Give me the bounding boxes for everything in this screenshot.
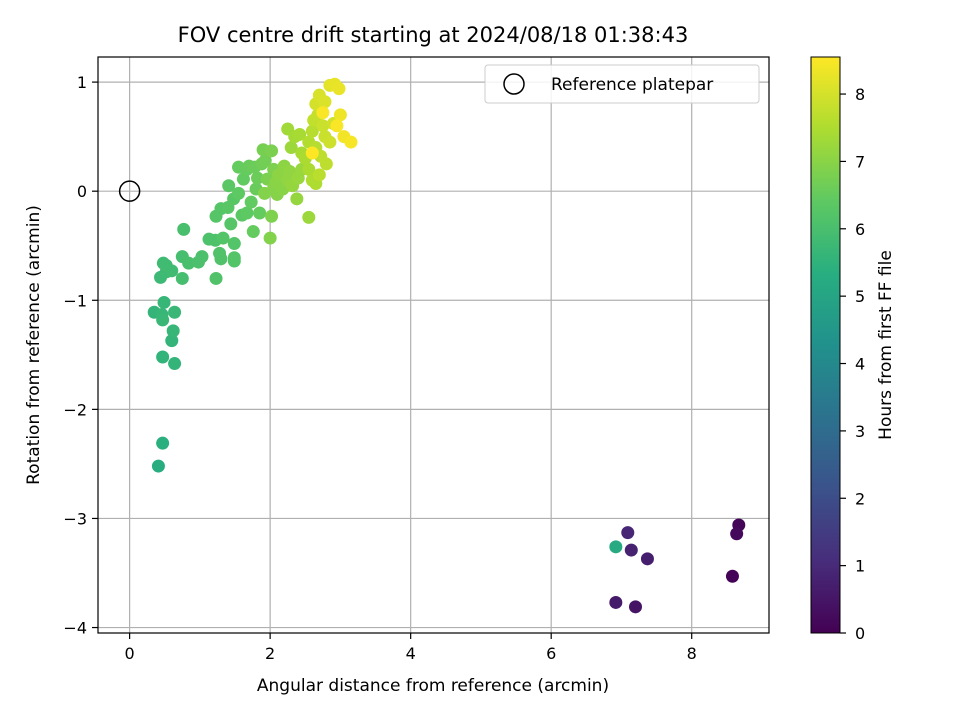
- data-point: [730, 527, 744, 541]
- data-point: [284, 141, 298, 155]
- data-point: [332, 82, 346, 96]
- reference-platepar-marker: [118, 180, 141, 202]
- x-tick-label: 2: [265, 644, 275, 663]
- data-point: [177, 222, 191, 236]
- data-point: [258, 154, 272, 168]
- grid-lines: [98, 57, 769, 633]
- legend-box: [484, 64, 760, 104]
- plot-frame: [97, 56, 770, 634]
- colorbar-tick-label: 1: [855, 557, 865, 576]
- colorbar-tick-label: 4: [855, 355, 865, 374]
- data-point: [246, 225, 260, 239]
- data-point: [175, 271, 189, 285]
- data-point: [316, 106, 330, 120]
- data-point: [333, 108, 347, 122]
- data-point: [232, 186, 246, 200]
- data-point: [156, 436, 170, 450]
- colorbar-tick-label: 6: [855, 220, 865, 239]
- legend: Reference platepar: [484, 64, 760, 104]
- colorbar-tick-label: 5: [855, 287, 865, 306]
- legend-entry-reference-platepar: Reference platepar: [551, 75, 713, 95]
- x-tick-label: 0: [125, 644, 135, 663]
- x-axis-ticks: 0 2 4 6 8: [125, 633, 697, 663]
- colorbar-tick-label: 7: [855, 152, 865, 171]
- y-tick-label: −1: [63, 291, 87, 310]
- y-tick-label: 0: [77, 182, 87, 201]
- data-point: [151, 459, 165, 473]
- data-point: [305, 124, 319, 138]
- data-point: [318, 95, 332, 109]
- y-axis-label: Rotation from reference (arcmin): [24, 205, 44, 485]
- data-point: [227, 237, 241, 251]
- data-point: [265, 144, 279, 158]
- data-point: [216, 231, 230, 245]
- y-tick-label: −2: [63, 400, 87, 419]
- x-axis-label: Angular distance from reference (arcmin): [257, 676, 609, 696]
- colorbar-label: Hours from first FF file: [876, 250, 896, 440]
- data-point: [330, 119, 344, 133]
- data-point: [316, 119, 330, 133]
- data-point: [621, 526, 635, 540]
- data-point: [253, 206, 267, 220]
- data-point: [263, 231, 277, 245]
- data-point: [302, 210, 316, 224]
- data-point: [209, 271, 223, 285]
- data-point: [191, 255, 205, 269]
- data-point: [624, 543, 638, 557]
- data-point: [227, 254, 241, 268]
- data-point: [222, 179, 236, 193]
- data-point: [312, 168, 326, 182]
- x-tick-label: 6: [546, 644, 556, 663]
- colorbar-tick-label: 8: [855, 85, 865, 104]
- data-point: [156, 350, 170, 364]
- data-point: [323, 135, 337, 149]
- data-point: [265, 209, 279, 223]
- data-point: [244, 195, 258, 209]
- data-point: [250, 171, 264, 185]
- data-point: [166, 324, 180, 338]
- data-point: [236, 172, 250, 186]
- data-point: [168, 357, 182, 371]
- y-tick-label: −3: [63, 509, 87, 528]
- data-point: [240, 206, 254, 220]
- data-point: [344, 135, 358, 149]
- y-tick-label: −4: [63, 619, 87, 638]
- data-point: [290, 192, 304, 206]
- legend-reference-marker: [503, 73, 525, 95]
- colorbar-tick-label: 2: [855, 489, 865, 508]
- data-point: [224, 217, 238, 231]
- data-point: [213, 246, 227, 260]
- data-point: [319, 157, 333, 171]
- data-point: [157, 295, 171, 309]
- data-point: [182, 256, 196, 270]
- data-point: [165, 334, 179, 348]
- y-axis-ticks: 1 0 −1 −2 −3 −4: [63, 73, 98, 638]
- chart-title: FOV centre drift starting at 2024/08/18 …: [178, 23, 689, 47]
- data-point: [305, 146, 319, 160]
- colorbar-tick-label: 0: [855, 624, 865, 643]
- x-tick-label: 4: [406, 644, 416, 663]
- colorbar-gradient: [810, 56, 841, 634]
- data-point: [725, 569, 739, 583]
- data-point: [302, 162, 316, 176]
- data-point: [168, 305, 182, 319]
- data-point: [609, 595, 623, 609]
- data-point: [640, 552, 654, 566]
- x-tick-label: 8: [687, 644, 697, 663]
- data-point: [293, 127, 307, 141]
- colorbar-tick-label: 3: [855, 422, 865, 441]
- data-point: [629, 600, 643, 614]
- y-tick-label: 1: [77, 73, 87, 92]
- colorbar: 0 1 2 3 4 5 6 7 8 Hours from first FF file: [810, 56, 896, 643]
- data-point: [159, 258, 173, 272]
- colorbar-ticks: 0 1 2 3 4 5 6 7 8: [840, 85, 865, 643]
- scatter-points: [147, 77, 746, 614]
- data-point: [156, 313, 170, 327]
- data-point: [232, 160, 246, 174]
- data-point: [609, 540, 623, 554]
